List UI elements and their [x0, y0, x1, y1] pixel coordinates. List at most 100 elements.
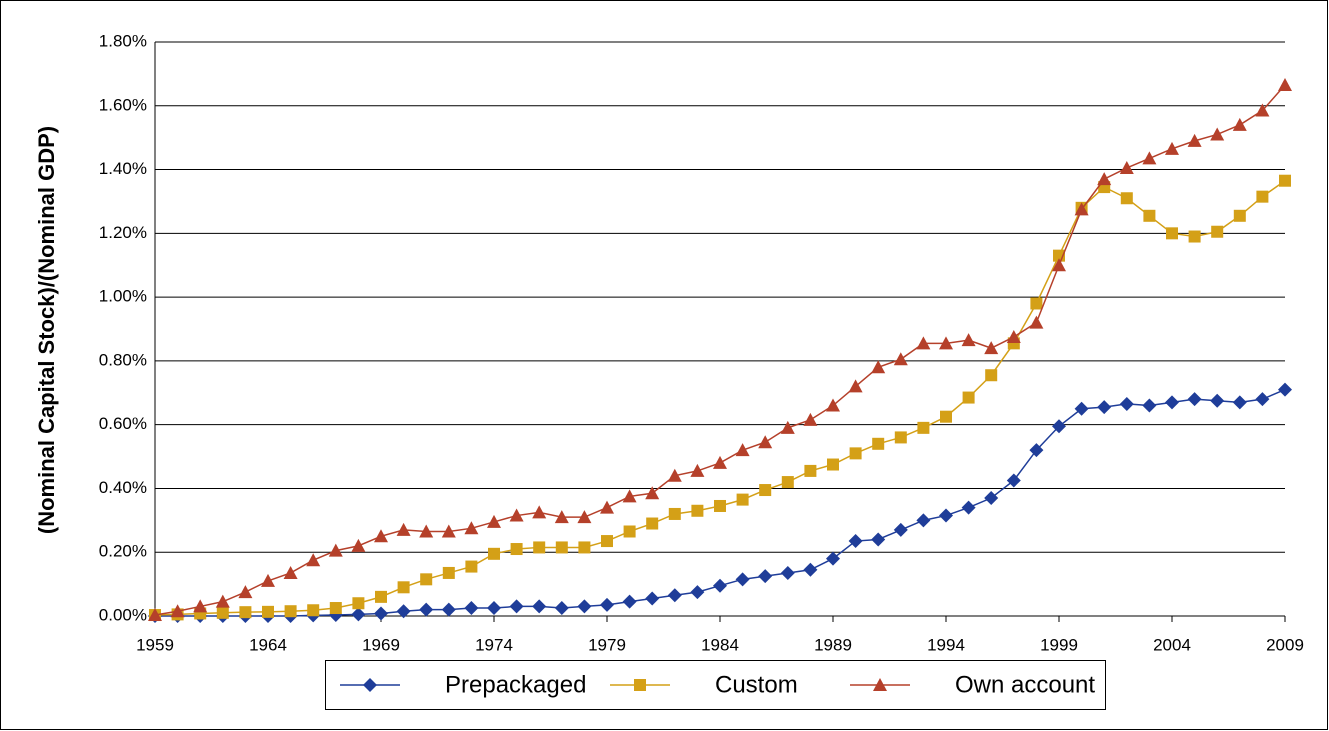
marker: [1278, 382, 1292, 397]
marker: [940, 410, 952, 423]
marker: [1211, 225, 1224, 238]
marker: [487, 514, 501, 528]
marker: [441, 602, 456, 617]
marker: [827, 458, 839, 471]
marker: [939, 508, 953, 523]
marker: [690, 463, 705, 477]
marker: [690, 585, 705, 600]
y-tick-label: 1.60%: [99, 95, 147, 114]
marker: [916, 513, 931, 528]
marker: [667, 588, 682, 603]
marker: [803, 562, 818, 577]
marker: [284, 605, 297, 618]
marker: [758, 569, 773, 584]
y-tick-label: 0.40%: [99, 478, 147, 497]
marker: [1165, 141, 1179, 155]
marker: [239, 606, 252, 619]
marker: [1165, 395, 1179, 410]
marker: [328, 543, 343, 557]
x-tick-label: 1964: [249, 635, 287, 654]
marker: [984, 491, 999, 506]
marker: [352, 597, 365, 610]
marker: [1187, 392, 1202, 407]
marker: [419, 524, 434, 538]
marker: [283, 565, 298, 579]
marker: [374, 606, 388, 621]
marker: [623, 525, 636, 538]
y-tick-label: 1.20%: [99, 223, 147, 242]
marker: [1232, 117, 1247, 131]
marker: [781, 476, 794, 489]
marker: [170, 604, 185, 618]
marker: [758, 435, 773, 449]
x-tick-label: 1989: [814, 635, 852, 654]
marker: [871, 360, 886, 374]
marker: [735, 443, 750, 457]
marker: [826, 398, 840, 412]
marker: [1119, 396, 1134, 411]
marker: [1166, 227, 1178, 240]
marker: [803, 412, 818, 426]
marker: [419, 602, 434, 617]
marker: [1074, 401, 1089, 416]
x-tick-label: 1969: [362, 635, 400, 654]
marker: [962, 391, 975, 404]
marker: [238, 585, 253, 599]
marker: [871, 532, 886, 547]
marker: [691, 504, 704, 517]
marker: [397, 581, 410, 594]
marker: [1030, 297, 1043, 310]
marker: [622, 594, 637, 609]
marker: [441, 524, 456, 538]
marker: [645, 591, 660, 606]
marker: [634, 679, 646, 691]
marker: [1142, 398, 1157, 413]
marker: [713, 578, 727, 593]
marker: [487, 601, 501, 616]
marker: [645, 486, 660, 500]
marker: [509, 599, 524, 614]
marker: [306, 553, 321, 567]
marker: [961, 333, 976, 347]
marker: [667, 468, 682, 482]
marker: [533, 541, 546, 554]
marker: [735, 572, 750, 587]
marker: [261, 573, 275, 587]
marker: [1255, 392, 1270, 407]
marker: [893, 352, 908, 366]
marker: [646, 517, 659, 530]
marker: [193, 599, 208, 613]
marker: [780, 420, 795, 434]
legend-label: Prepackaged: [445, 671, 586, 698]
marker: [601, 535, 613, 548]
marker: [894, 431, 907, 444]
marker: [577, 599, 592, 614]
marker: [893, 522, 908, 537]
x-tick-label: 1959: [136, 635, 174, 654]
marker: [1232, 395, 1247, 410]
marker: [804, 464, 817, 477]
y-axis-title: (Nominal Capital Stock)/(Nominal GDP): [34, 126, 59, 534]
x-tick-label: 2004: [1153, 635, 1191, 654]
marker: [668, 507, 681, 520]
marker: [1143, 209, 1156, 222]
marker: [578, 541, 591, 554]
marker: [420, 573, 433, 586]
marker: [1052, 419, 1066, 434]
y-tick-label: 1.80%: [99, 31, 147, 50]
marker: [1210, 127, 1225, 141]
marker: [555, 541, 568, 554]
marker: [1188, 230, 1201, 243]
marker: [1278, 78, 1292, 92]
marker: [215, 594, 230, 608]
marker: [622, 489, 637, 503]
marker: [873, 678, 887, 691]
marker: [826, 551, 840, 566]
x-tick-label: 1974: [475, 635, 513, 654]
marker: [464, 601, 479, 616]
marker: [1279, 174, 1291, 187]
marker: [600, 500, 614, 514]
y-tick-label: 0.00%: [99, 605, 147, 624]
marker: [1029, 443, 1044, 458]
